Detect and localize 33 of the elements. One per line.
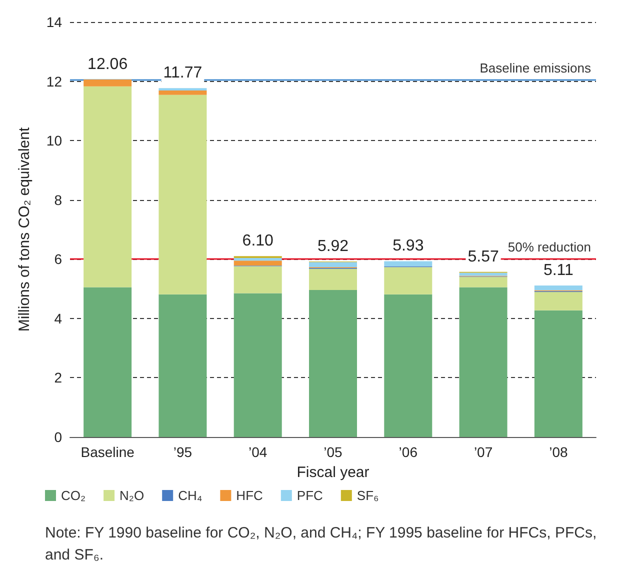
total-label: 5.57 [468, 248, 499, 266]
y-tick-label: 14 [46, 14, 62, 30]
x-tick-label: ’06 [398, 444, 418, 460]
x-tick-label: ’95 [173, 444, 192, 460]
total-label: 12.06 [88, 56, 128, 74]
legend-label: CH₄ [178, 488, 202, 503]
y-tick-label: 0 [54, 429, 62, 445]
legend-label: CO₂ [61, 488, 86, 503]
y-tick-label: 12 [46, 73, 62, 90]
ref-line-label: Baseline emissions [480, 60, 592, 76]
y-tick-label: 6 [54, 251, 62, 268]
legend-label: SF₆ [356, 488, 379, 503]
y-tick-label: 10 [46, 132, 62, 149]
y-tick-label: 4 [54, 310, 62, 326]
x-tick-label: ’04 [248, 444, 268, 460]
x-tick-label: ’07 [474, 444, 493, 460]
text: Note: FY 1990 baseline for CO₂, N₂O, and CH₄; FY 1995 baseline for HFCs, PFCs, and SF₆. [45, 524, 601, 564]
total-label: 5.92 [317, 238, 349, 256]
y-tick-label: 2 [54, 370, 62, 386]
x-tick-label: ’05 [324, 444, 343, 460]
x-tick-label: Baseline [80, 444, 135, 460]
total-label: 11.77 [163, 64, 202, 82]
total-label: 5.11 [543, 262, 574, 280]
y-axis-title: Millions of tons CO₂ equivalent [16, 126, 33, 332]
ref-line-label: 50% reduction [508, 239, 591, 254]
total-label: 6.10 [242, 232, 274, 250]
legend-label: N₂O [120, 488, 144, 503]
legend-label: HFC [236, 488, 263, 503]
x-axis-title: Fiscal year [296, 464, 370, 481]
y-tick-label: 8 [54, 192, 62, 208]
total-label: 5.93 [392, 238, 424, 255]
x-tick-label: ’08 [549, 444, 568, 460]
legend-label: PFC [296, 488, 323, 503]
